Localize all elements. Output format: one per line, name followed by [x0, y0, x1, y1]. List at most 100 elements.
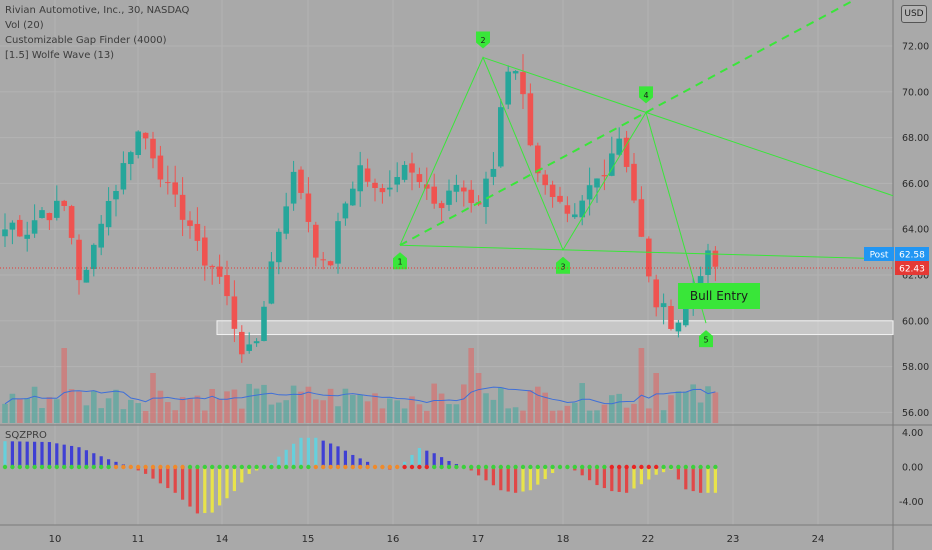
- oscillator-bar: [284, 449, 288, 467]
- candle-body: [83, 269, 90, 283]
- volume-bar: [446, 404, 452, 423]
- squeeze-dot: [54, 464, 59, 470]
- oscillator-bar: [210, 467, 214, 513]
- oscillator-bar: [676, 467, 680, 480]
- volume-bar: [483, 393, 489, 423]
- candle-body: [54, 200, 60, 218]
- candle-body: [165, 182, 171, 184]
- oscillator-bar: [277, 456, 281, 467]
- candle-body: [594, 178, 600, 188]
- volume-bar: [172, 410, 178, 423]
- candle-body: [2, 229, 8, 237]
- squeeze-dot: [143, 464, 148, 470]
- volume-bar: [105, 398, 112, 423]
- wolfe-marker-shape: [556, 256, 570, 274]
- oscillator-bar: [151, 467, 155, 479]
- volume-bar: [313, 399, 319, 423]
- wolfe-wave-label[interactable]: [1.5] Wolfe Wave (13): [5, 50, 115, 61]
- volume-bar: [424, 410, 430, 423]
- squeeze-dot: [121, 464, 126, 470]
- candle-body: [616, 138, 622, 155]
- wolfe-marker-shape: [393, 252, 407, 270]
- squeeze-dot: [247, 464, 252, 470]
- vol-indicator-label[interactable]: Vol (20): [5, 20, 44, 31]
- volume-bar: [438, 393, 445, 423]
- oscillator-title[interactable]: SQZPRO: [5, 430, 47, 441]
- volume-bar: [120, 409, 127, 423]
- candle-body: [342, 203, 349, 219]
- candle-body: [17, 219, 23, 237]
- squeeze-dot: [106, 464, 111, 470]
- candle-body: [564, 205, 571, 214]
- squeeze-dot: [150, 464, 156, 470]
- candle-body: [416, 174, 423, 183]
- candle-body: [461, 187, 467, 192]
- candle-body: [675, 322, 682, 332]
- candle-body: [357, 165, 363, 192]
- oscillator-bar: [10, 441, 14, 467]
- gap-zone: [216, 320, 894, 336]
- squeeze-dot: [395, 464, 400, 470]
- oscillator-bar: [306, 437, 310, 467]
- time-axis-label: 23: [727, 534, 740, 545]
- volume-bar: [83, 405, 90, 423]
- time-axis-label: 24: [812, 534, 825, 545]
- volume-bar: [239, 408, 245, 423]
- volume-bar: [379, 408, 386, 423]
- squeeze-dot: [343, 464, 348, 470]
- volume-bar: [475, 373, 482, 423]
- wolfe-point-marker: 1: [393, 252, 407, 270]
- gap-zone-rect: [216, 320, 894, 336]
- candle-body: [135, 131, 141, 156]
- volume-bar: [557, 410, 563, 423]
- squeeze-dot: [654, 464, 659, 470]
- squeeze-dot: [321, 464, 326, 470]
- price-axis-label: 66.00: [902, 179, 929, 190]
- squeeze-dot: [698, 464, 703, 470]
- candle-body: [535, 145, 541, 174]
- volume-bar: [646, 408, 652, 423]
- candles[interactable]: [2, 54, 719, 363]
- volume-bar: [231, 389, 238, 423]
- volume-bar: [98, 408, 104, 423]
- squeeze-dot: [69, 464, 74, 470]
- oscillator-axis-label: 4.00: [902, 428, 923, 439]
- gap-finder-label[interactable]: Customizable Gap Finder (4000): [5, 35, 167, 46]
- squeeze-dot: [631, 464, 637, 470]
- candle-body: [113, 191, 119, 200]
- oscillator-bar: [158, 467, 162, 484]
- candle-body: [105, 200, 112, 228]
- candle-body: [364, 168, 371, 182]
- squeeze-dot: [572, 464, 577, 470]
- candle-body: [253, 341, 260, 344]
- squeeze-dot: [195, 464, 200, 470]
- time-axis-label: 22: [642, 534, 655, 545]
- volume-bar: [364, 401, 371, 423]
- squeeze-dot: [232, 464, 237, 470]
- squeeze-dot: [476, 464, 481, 470]
- oscillator-bar: [247, 467, 251, 474]
- volume-bar: [690, 384, 696, 423]
- candle-body: [194, 223, 201, 241]
- volume-bar: [246, 383, 252, 423]
- squeeze-dot: [498, 464, 503, 470]
- candle-body: [91, 244, 97, 270]
- oscillator-bar: [506, 467, 510, 492]
- oscillator-bar: [47, 442, 51, 467]
- candle-body: [157, 155, 164, 180]
- squeeze-dot: [261, 464, 267, 470]
- oscillator-bar: [632, 467, 636, 489]
- volume-bar: [594, 410, 600, 423]
- candle-body: [39, 210, 45, 218]
- price-axis-label: 60.00: [902, 316, 929, 327]
- currency-button[interactable]: USD: [901, 5, 927, 23]
- candle-body: [128, 152, 134, 165]
- candle-body: [98, 223, 104, 248]
- oscillator-bar: [84, 450, 88, 467]
- squeeze-oscillator: [2, 437, 718, 514]
- symbol-title[interactable]: Rivian Automotive, Inc., 30, NASDAQ: [5, 5, 190, 16]
- squeeze-dot: [254, 464, 259, 470]
- oscillator-bar: [3, 441, 7, 467]
- volume-bar: [372, 393, 378, 423]
